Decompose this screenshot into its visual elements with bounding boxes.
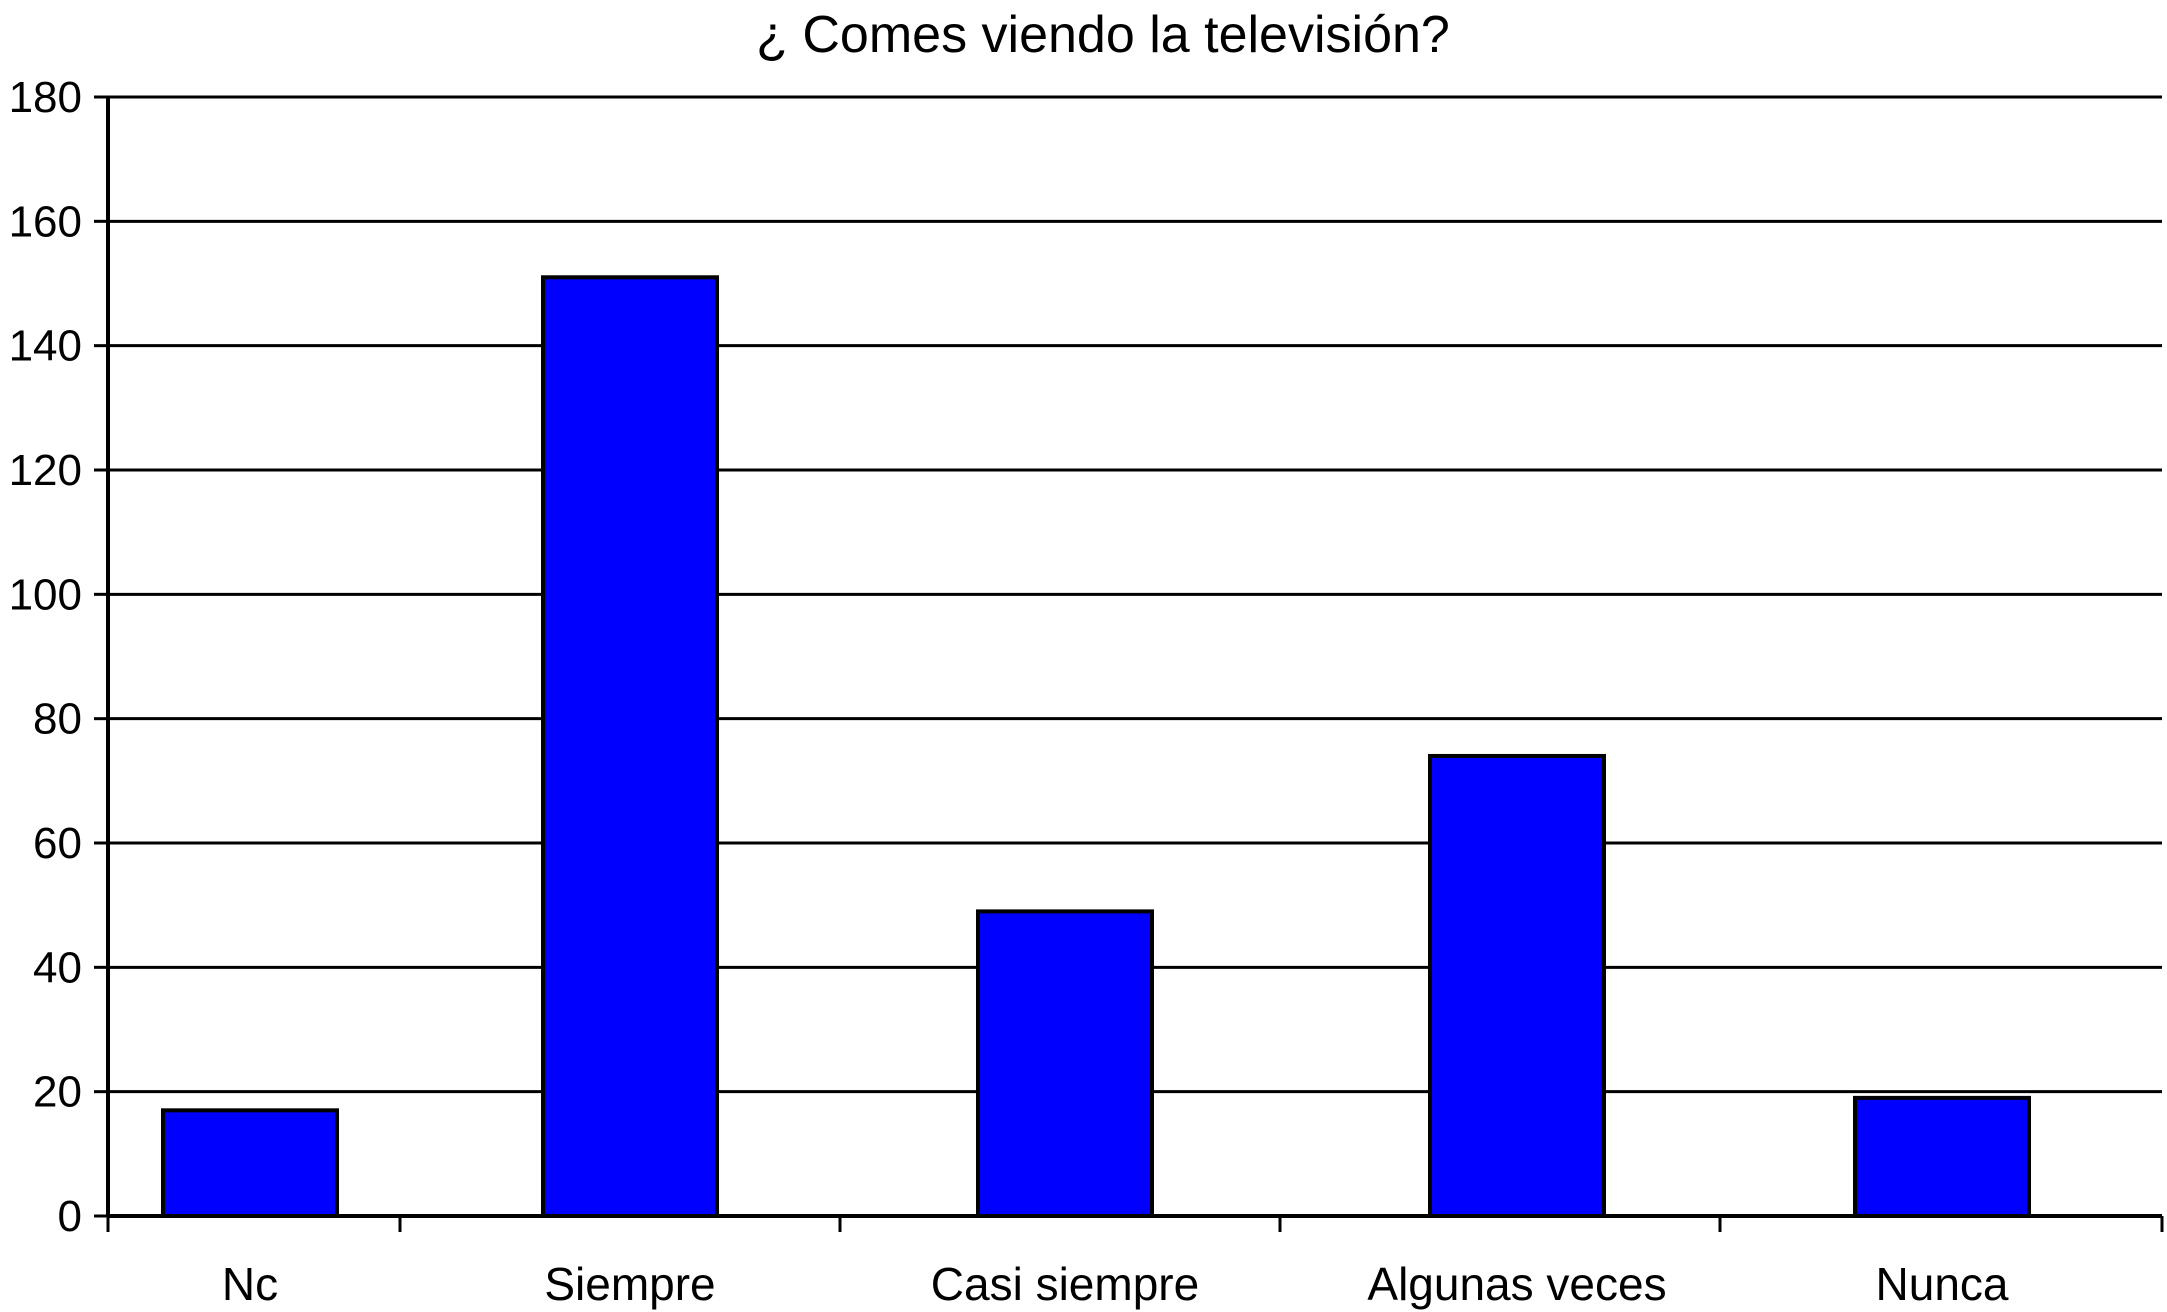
bar-siempre: [541, 275, 719, 1218]
bar-casi-siempre: [976, 909, 1154, 1219]
y-tick-label-8: 160: [9, 197, 82, 246]
bar-algunas-veces: [1428, 753, 1606, 1218]
bars: [106, 275, 2164, 1232]
y-tick-label-0: 0: [58, 1192, 82, 1241]
y-tick-label-7: 140: [9, 322, 82, 371]
y-tick-label-6: 120: [9, 446, 82, 495]
y-tick-labels: 0 20 40 60 80 100 120 140 160 180: [9, 73, 82, 1241]
bar-nunca: [1853, 1095, 2031, 1218]
y-tick-label-1: 20: [33, 1068, 82, 1117]
axes: [106, 97, 2162, 1218]
x-category-label-1: Siempre: [544, 1258, 715, 1310]
x-category-label-0: Nc: [222, 1258, 278, 1310]
y-tick-label-4: 80: [33, 695, 82, 744]
bar-nc: [161, 1108, 339, 1218]
gridlines: [94, 95, 2162, 1218]
y-tick-label-9: 180: [9, 73, 82, 122]
chart-title: ¿ Comes viendo la televisión?: [756, 6, 1450, 64]
y-tick-label-3: 60: [33, 819, 82, 868]
x-category-label-3: Algunas veces: [1367, 1258, 1666, 1310]
y-tick-label-2: 40: [33, 943, 82, 992]
y-tick-label-5: 100: [9, 570, 82, 619]
x-category-label-2: Casi siempre: [931, 1258, 1199, 1310]
x-category-labels: Nc Siempre Casi siempre Algunas veces Nunca: [222, 1258, 2009, 1310]
x-category-label-4: Nunca: [1876, 1258, 2009, 1310]
